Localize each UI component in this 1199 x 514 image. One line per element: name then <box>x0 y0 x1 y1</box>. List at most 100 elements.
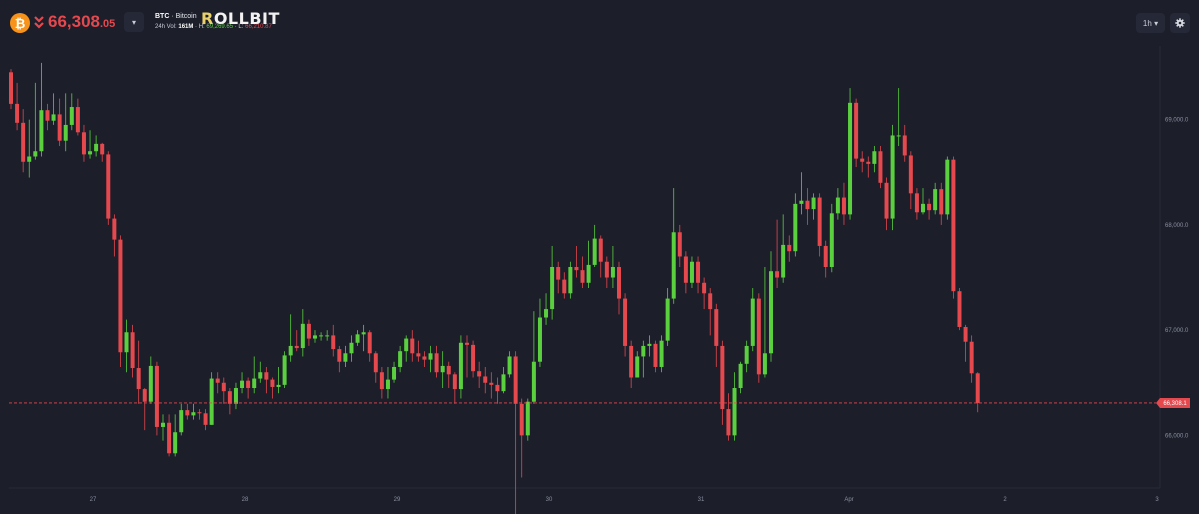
candle-body <box>15 103 20 123</box>
candle <box>294 330 299 352</box>
candle-body <box>282 355 287 385</box>
candle-body <box>161 422 165 427</box>
candle-body <box>617 267 621 299</box>
candle <box>896 88 901 146</box>
price-axis: 66,000.0 67,000.0 68,000.0 69,000.0 <box>1165 118 1189 440</box>
x-tick-label: 31 <box>698 497 705 503</box>
candle-body <box>793 203 798 252</box>
candle <box>398 345 403 373</box>
candle <box>708 288 713 336</box>
candle <box>100 142 105 162</box>
candle-body <box>878 151 883 183</box>
bitcoin-icon: ₿ <box>10 13 30 33</box>
candle-body <box>702 282 707 294</box>
candle <box>501 366 506 394</box>
candle-body <box>477 371 482 377</box>
candle <box>835 188 840 220</box>
candle <box>738 361 743 394</box>
candle <box>659 335 664 373</box>
last-price-label: 66,308.1 <box>1163 401 1187 407</box>
candle <box>179 403 184 436</box>
settings-button[interactable] <box>1170 13 1190 33</box>
candle-body <box>756 298 761 375</box>
candle <box>750 288 755 352</box>
interval-label: 1h <box>1142 18 1152 28</box>
last-price-line: 66,308.1 <box>9 397 1190 408</box>
candle-body <box>422 356 427 360</box>
candle <box>15 82 20 131</box>
candle <box>641 340 646 378</box>
candle <box>300 309 305 357</box>
candle <box>33 82 38 160</box>
candle-body <box>94 143 99 152</box>
candle-body <box>720 345 725 410</box>
pair-title: BTC · Bitcoin <box>155 13 197 20</box>
interval-select[interactable]: 1h ▾ <box>1136 13 1165 33</box>
candle <box>495 377 500 404</box>
candle <box>63 93 68 152</box>
candle <box>118 235 123 367</box>
candle-body <box>361 332 366 335</box>
candle <box>908 151 913 210</box>
candle <box>647 335 652 357</box>
candle-body <box>732 388 737 436</box>
candle-body <box>325 335 330 337</box>
candle <box>471 340 476 378</box>
candle <box>282 351 287 389</box>
candle <box>623 293 628 357</box>
candle-body <box>580 270 585 283</box>
candle-body <box>544 309 549 318</box>
candle <box>872 145 877 173</box>
candle-body <box>300 323 305 349</box>
price-chart[interactable]: 66,000.0 67,000.0 68,000.0 69,000.0 27 28 29 3… <box>0 46 1199 514</box>
candle-body <box>689 261 694 283</box>
candle <box>799 172 804 215</box>
candle <box>866 156 871 178</box>
price-integer: 66,308 <box>48 12 100 31</box>
candle-body <box>750 298 755 346</box>
candle-body <box>854 102 859 159</box>
candle-body <box>890 135 895 219</box>
candle-body <box>276 384 281 387</box>
candle <box>221 377 226 404</box>
candle <box>446 361 451 389</box>
candle-body <box>744 345 749 364</box>
candle-body <box>945 159 950 215</box>
candle-body <box>823 245 828 267</box>
candle <box>379 366 384 399</box>
candle-body <box>142 389 147 402</box>
candle <box>592 224 597 267</box>
candle <box>465 335 469 378</box>
candle <box>884 177 889 231</box>
candle <box>617 261 621 315</box>
candle-body <box>21 122 26 162</box>
candlestick-series <box>9 62 980 514</box>
candle <box>702 277 707 310</box>
candle-body <box>392 366 397 380</box>
candle <box>720 340 725 425</box>
candle <box>81 124 86 162</box>
candle-body <box>51 114 56 121</box>
candle <box>167 414 172 457</box>
candle <box>215 372 220 394</box>
candle-body <box>604 261 609 278</box>
candle <box>762 267 767 378</box>
candle-body <box>9 72 13 104</box>
candle-body <box>233 388 238 404</box>
candle <box>57 98 62 146</box>
candle-body <box>975 373 980 403</box>
candle-body <box>556 267 561 280</box>
asset-dropdown-button[interactable]: ▾ <box>124 12 144 32</box>
candle <box>544 293 549 325</box>
candle <box>939 182 944 225</box>
candle-body <box>696 261 701 283</box>
candle <box>331 324 336 357</box>
candle-body <box>379 372 384 390</box>
candle <box>635 351 640 378</box>
candle <box>252 356 257 394</box>
candle <box>507 351 512 378</box>
candle <box>951 156 956 299</box>
candle <box>69 93 74 131</box>
candle <box>270 377 275 399</box>
current-price: 66,308.05 <box>48 12 115 32</box>
